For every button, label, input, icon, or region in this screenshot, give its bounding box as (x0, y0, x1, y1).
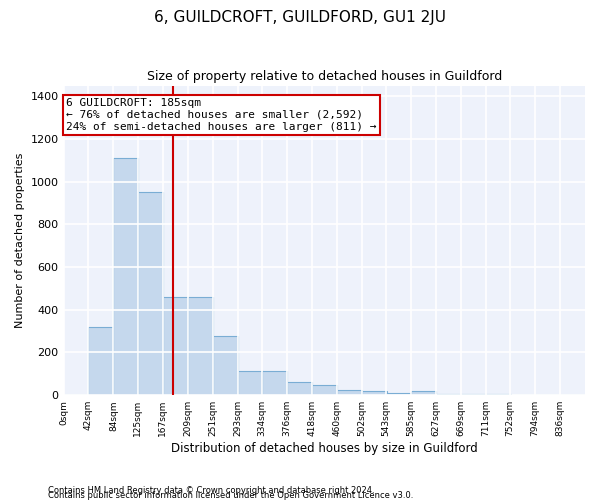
Bar (238, 370, 263, 395)
Bar (287, 382, 312, 395)
Bar (64, 394, 88, 395)
Bar (486, 394, 511, 395)
Text: 6 GUILDCROFT: 185sqm
← 76% of detached houses are smaller (2,592)
24% of semi-de: 6 GUILDCROFT: 185sqm ← 76% of detached h… (66, 98, 376, 132)
Bar (312, 384, 337, 395)
Bar (461, 394, 486, 395)
Y-axis label: Number of detached properties: Number of detached properties (15, 152, 25, 328)
Bar (262, 370, 287, 395)
Title: Size of property relative to detached houses in Guildford: Size of property relative to detached ho… (146, 70, 502, 83)
Bar (436, 394, 461, 395)
Text: Contains public sector information licensed under the Open Government Licence v3: Contains public sector information licen… (48, 491, 413, 500)
X-axis label: Distribution of detached houses by size in Guildford: Distribution of detached houses by size … (171, 442, 478, 455)
Bar (138, 192, 163, 395)
Text: Contains HM Land Registry data © Crown copyright and database right 2024.: Contains HM Land Registry data © Crown c… (48, 486, 374, 495)
Bar (188, 297, 212, 395)
Bar (386, 392, 411, 395)
Bar (212, 336, 238, 395)
Text: 6, GUILDCROFT, GUILDFORD, GU1 2JU: 6, GUILDCROFT, GUILDFORD, GU1 2JU (154, 10, 446, 25)
Bar (337, 390, 362, 395)
Bar (113, 158, 139, 395)
Bar (88, 327, 113, 395)
Bar (362, 392, 386, 395)
Bar (163, 297, 188, 395)
Bar (411, 390, 436, 395)
